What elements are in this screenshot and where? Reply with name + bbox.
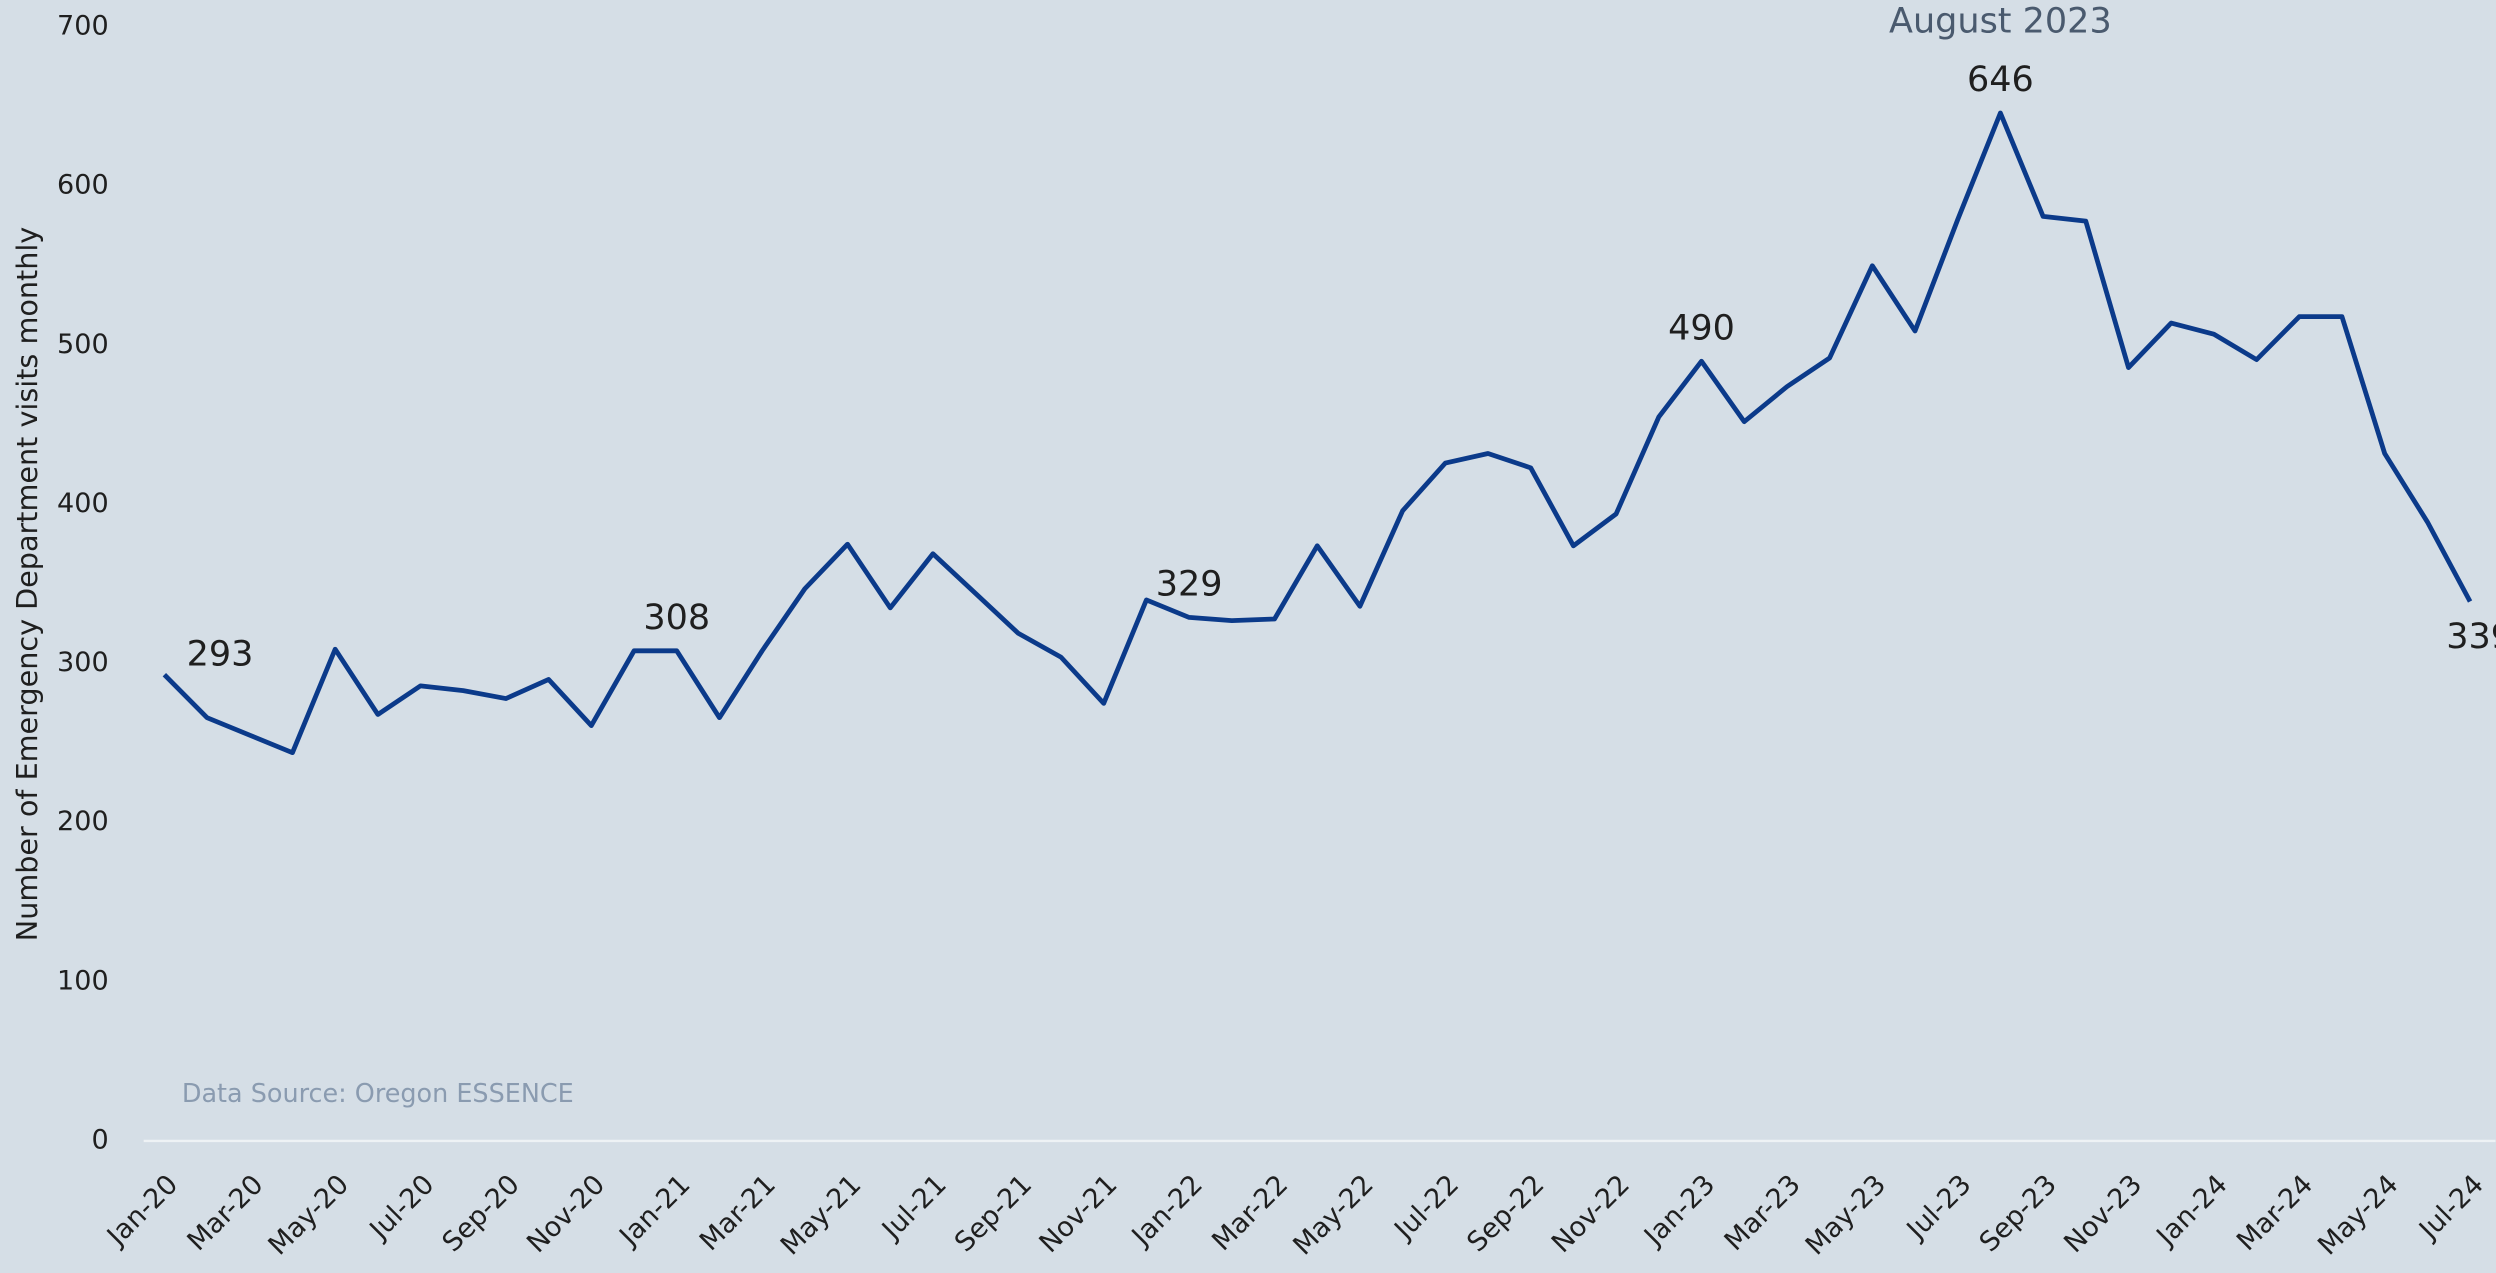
x-tick-label: May-21	[775, 1169, 867, 1261]
y-tick-label: 300	[57, 647, 109, 678]
data-label: 329	[1156, 565, 1223, 605]
x-tick-label: Nov-20	[521, 1169, 611, 1259]
data-label: 293	[187, 635, 254, 675]
x-tick-label: Jul-23	[1900, 1169, 1978, 1247]
x-tick-label: Jan-20	[100, 1169, 184, 1253]
annotation: August 2023	[1889, 1, 2112, 41]
x-tick-label: Jul-21	[875, 1169, 953, 1247]
y-tick-label: 400	[57, 488, 109, 519]
x-tick-label: Jul-24	[2412, 1169, 2490, 1247]
x-tick-label: Mar-21	[694, 1169, 782, 1257]
y-axis-label: Number of Emergency Department visits mo…	[10, 227, 44, 941]
x-tick-label: Nov-21	[1034, 1169, 1124, 1259]
x-tick-label: Jan-21	[612, 1169, 696, 1253]
x-tick-label: May-24	[2312, 1169, 2404, 1261]
data-label: 490	[1668, 308, 1735, 348]
x-tick-label: Jan-22	[1125, 1169, 1209, 1253]
x-tick-label: Sep-22	[1461, 1169, 1550, 1258]
source-note: Data Source: Oregon ESSENCE	[182, 1079, 574, 1109]
x-tick-label: Jan-24	[2150, 1169, 2234, 1253]
y-tick-label: 0	[91, 1124, 108, 1155]
x-tick-label: Nov-23	[2058, 1169, 2148, 1259]
data-label: 308	[643, 598, 710, 638]
x-tick-label: Mar-20	[182, 1169, 270, 1257]
y-tick-label: 200	[57, 806, 109, 837]
x-tick-label: Jul-22	[1387, 1169, 1465, 1247]
data-label: 339	[2446, 617, 2496, 657]
x-tick-label: Jul-20	[363, 1169, 441, 1247]
data-label: 646	[1967, 60, 2034, 100]
data-line	[162, 110, 2473, 756]
x-tick-label: Sep-23	[1974, 1169, 2063, 1258]
x-tick-label: May-23	[1800, 1169, 1892, 1261]
y-tick-label: 500	[57, 329, 109, 360]
x-tick-label: Mar-23	[1719, 1169, 1807, 1257]
x-tick-label: Sep-21	[949, 1169, 1038, 1258]
x-tick-label: Jan-23	[1637, 1169, 1721, 1253]
x-tick-label: Mar-24	[2231, 1169, 2319, 1257]
y-tick-label: 100	[57, 965, 109, 996]
x-tick-label: Sep-20	[437, 1169, 526, 1258]
x-tick-label: Nov-22	[1546, 1169, 1636, 1259]
x-tick-label: May-20	[263, 1169, 355, 1261]
y-tick-label: 600	[57, 170, 109, 201]
x-tick-label: Mar-22	[1206, 1169, 1294, 1257]
y-tick-label: 700	[57, 11, 109, 42]
x-tick-label: May-22	[1287, 1169, 1379, 1261]
